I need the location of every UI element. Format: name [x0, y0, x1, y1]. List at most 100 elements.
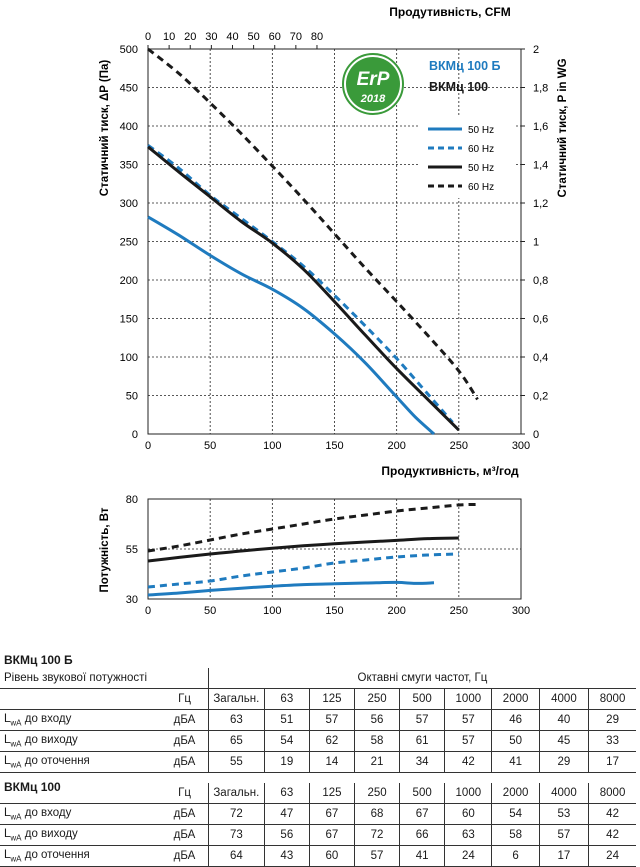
model-label-b: ВКМц 100 Б — [429, 59, 501, 73]
table-row: LwA до входу дБА 72 47 67 68 67 60 54 53 42 — [0, 803, 636, 825]
table-column-header: 500 — [399, 783, 445, 804]
x-tick-label: 0 — [145, 440, 151, 452]
table-column-header: 500 — [399, 688, 445, 710]
table1-title: ВКМц 100 Б — [4, 653, 73, 667]
value-cell: 61 — [399, 730, 445, 752]
value-cell: 57 — [353, 845, 400, 867]
value-cell: 50 — [491, 730, 540, 752]
erp-badge-year: 2018 — [360, 93, 386, 105]
x-tick-label: 200 — [387, 605, 405, 617]
value-cell: 42 — [588, 803, 636, 825]
value-cell: 29 — [588, 709, 636, 731]
x-tick-label: 300 — [512, 440, 530, 452]
power-axis-label: Потужність, Вт — [99, 507, 111, 592]
top-axis-label: Продутивність, CFM — [389, 5, 511, 19]
y-tick-label: 500 — [120, 44, 138, 56]
right-axis-label: Статичний тиск, P in WG — [557, 58, 569, 197]
y2-tick-label: 0,4 — [533, 352, 548, 364]
table-column-header: 63 — [263, 688, 310, 710]
table-row: LwA до оточення дБА 55 19 14 21 34 42 41 29 17 — [0, 751, 636, 773]
pressure-curves — [147, 47, 479, 436]
value-cell: 24 — [444, 845, 492, 867]
series-line — [147, 536, 459, 563]
table-blank-cell — [0, 783, 162, 804]
value-cell: 55 — [207, 751, 265, 773]
x2-tick-label: 20 — [184, 31, 196, 43]
power-curves — [147, 502, 478, 597]
y-tick-label: 450 — [120, 83, 138, 95]
y2-tick-label: 1,4 — [533, 160, 548, 172]
unit-cell: дБА — [161, 730, 209, 752]
table-row: LwA до оточення дБА 64 43 60 57 41 24 6 17 24 — [0, 845, 636, 867]
row-label: LwA до оточення — [0, 845, 162, 867]
sound-table-1: Рівень звукової потужності Октавні смуги… — [0, 668, 636, 773]
value-cell: 29 — [538, 751, 589, 773]
value-cell: 56 — [263, 824, 310, 846]
value-cell: 33 — [588, 730, 636, 752]
fan-performance-chart: 0 50 100 150 200 250 3000501001502002503003504… — [99, 5, 569, 617]
x-tick-label: 50 — [204, 440, 216, 452]
value-cell: 24 — [588, 845, 636, 867]
erp-badge-text: ErP — [357, 69, 390, 90]
power-chart-grid: 0 50 100 150 200 250 300 30 55 80 — [126, 494, 530, 617]
x-tick-label: 100 — [263, 440, 281, 452]
value-cell: 51 — [263, 709, 310, 731]
series-line — [147, 502, 478, 553]
value-cell: 57 — [444, 709, 492, 731]
series-line — [147, 215, 436, 436]
y-tick-label: 30 — [126, 594, 138, 606]
model-label: ВКМц 100 — [429, 80, 488, 94]
left-axis-label: Статичний тиск, ΔP (Па) — [99, 60, 111, 197]
x-tick-label: 50 — [204, 605, 216, 617]
value-cell: 57 — [538, 824, 589, 846]
table1-column-header-row: Гц Загальн. 63 125 250 500 1000 2000 4000 8000 — [0, 688, 636, 710]
series-line — [147, 144, 454, 424]
x2-tick-label: 60 — [269, 31, 281, 43]
x-tick-label: 300 — [512, 605, 530, 617]
legend: 50 Hz 60 Hz 50 Hz 60 Hz — [420, 116, 516, 198]
x2-tick-label: 70 — [290, 31, 302, 43]
value-cell: 67 — [308, 803, 355, 825]
table-row: LwA до виходу дБА 73 56 67 72 66 63 58 57 42 — [0, 824, 636, 846]
y-tick-label: 0 — [132, 429, 138, 441]
y2-tick-label: 1,6 — [533, 121, 548, 133]
value-cell: 58 — [491, 824, 540, 846]
legend-label: 60 Hz — [468, 144, 494, 155]
y-tick-label: 200 — [120, 275, 138, 287]
legend-label: 50 Hz — [468, 125, 494, 136]
value-cell: 41 — [399, 845, 445, 867]
value-cell: 60 — [444, 803, 492, 825]
y-tick-label: 300 — [120, 198, 138, 210]
value-cell: 60 — [308, 845, 355, 867]
y-tick-label: 55 — [126, 544, 138, 556]
value-cell: 42 — [588, 824, 636, 846]
table-column-header: 1000 — [444, 688, 492, 710]
plot-frame — [147, 48, 522, 435]
table1-header-row: Рівень звукової потужності Октавні смуги… — [0, 668, 636, 689]
y-tick-label: 400 — [120, 121, 138, 133]
value-cell: 56 — [353, 709, 400, 731]
table-column-header: 125 — [308, 688, 355, 710]
value-cell: 57 — [399, 709, 445, 731]
value-cell: 66 — [399, 824, 445, 846]
row-label: LwA до виходу — [0, 730, 162, 752]
table-column-header: 63 — [263, 783, 310, 804]
row-label: LwA до входу — [0, 803, 162, 825]
table-column-header: 4000 — [538, 783, 589, 804]
y2-tick-label: 2 — [533, 44, 539, 56]
y2-tick-label: 1,2 — [533, 198, 548, 210]
x-tick-label: 0 — [145, 605, 151, 617]
value-cell: 40 — [538, 709, 589, 731]
y2-tick-label: 0,6 — [533, 314, 548, 326]
x2-tick-label: 80 — [311, 31, 323, 43]
pressure-chart-grid: 0 50 100 150 200 250 3000501001502002503003504… — [120, 31, 549, 452]
unit-cell: дБА — [161, 751, 209, 773]
erp-badge: ErP 2018 — [342, 53, 404, 115]
sound-table-2: Гц Загальн. 63 125 250 500 1000 2000 4000 8000 Lw… — [0, 783, 636, 867]
x-tick-label: 200 — [387, 440, 405, 452]
row-label: LwA до оточення — [0, 751, 162, 773]
y-tick-label: 80 — [126, 494, 138, 506]
table-column-header: 2000 — [491, 783, 540, 804]
y2-tick-label: 0,2 — [533, 391, 548, 403]
value-cell: 19 — [263, 751, 310, 773]
